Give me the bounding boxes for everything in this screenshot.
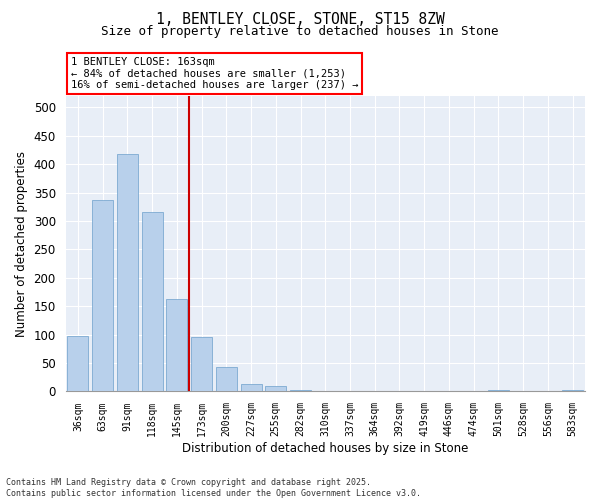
Text: 1 BENTLEY CLOSE: 163sqm
← 84% of detached houses are smaller (1,253)
16% of semi: 1 BENTLEY CLOSE: 163sqm ← 84% of detache…	[71, 57, 358, 90]
Bar	[562, 390, 583, 392]
X-axis label: Distribution of detached houses by size in Stone: Distribution of detached houses by size …	[182, 442, 469, 455]
Text: Contains HM Land Registry data © Crown copyright and database right 2025.
Contai: Contains HM Land Registry data © Crown c…	[6, 478, 421, 498]
Y-axis label: Number of detached properties: Number of detached properties	[15, 150, 28, 336]
Bar	[166, 299, 187, 392]
Bar	[67, 336, 88, 392]
Bar	[265, 386, 286, 392]
Bar	[241, 384, 262, 392]
Bar	[92, 200, 113, 392]
Bar	[290, 390, 311, 392]
Text: 1, BENTLEY CLOSE, STONE, ST15 8ZW: 1, BENTLEY CLOSE, STONE, ST15 8ZW	[155, 12, 445, 28]
Bar	[488, 390, 509, 392]
Bar	[191, 337, 212, 392]
Bar	[117, 154, 138, 392]
Text: Size of property relative to detached houses in Stone: Size of property relative to detached ho…	[101, 25, 499, 38]
Bar	[142, 212, 163, 392]
Bar	[364, 391, 385, 392]
Bar	[216, 367, 237, 392]
